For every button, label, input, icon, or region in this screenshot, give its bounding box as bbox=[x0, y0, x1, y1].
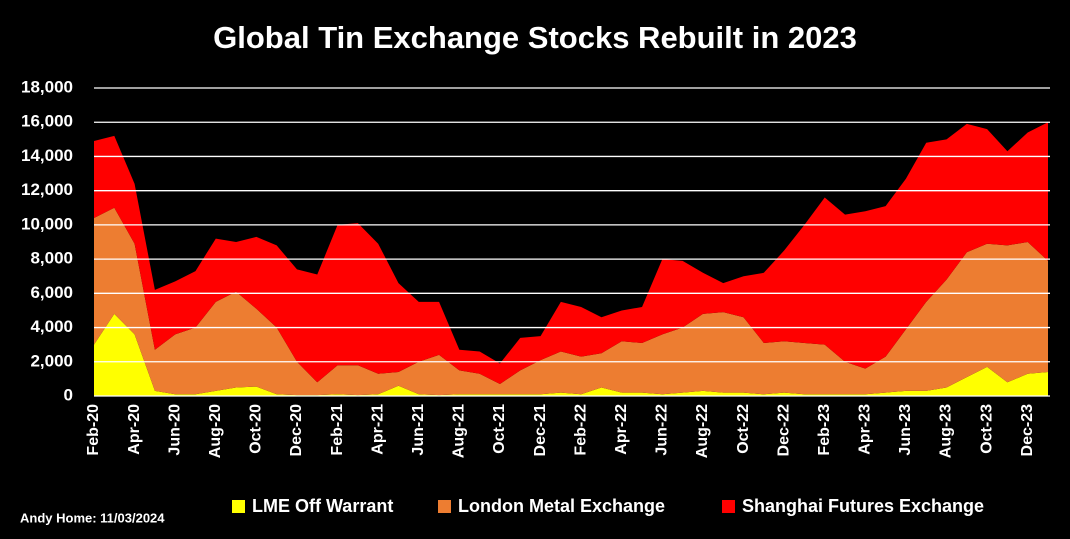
x-tick-label: Aug-23 bbox=[938, 404, 955, 458]
source-note: Andy Home: 11/03/2024 bbox=[20, 510, 165, 525]
x-tick-label: Feb-20 bbox=[85, 404, 102, 456]
x-tick-label: Dec-21 bbox=[532, 404, 549, 457]
x-tick-label: Aug-21 bbox=[451, 404, 468, 458]
y-tick-label: 8,000 bbox=[30, 249, 73, 268]
y-tick-label: 14,000 bbox=[21, 146, 73, 165]
x-tick-label: Feb-21 bbox=[329, 404, 346, 456]
area bbox=[94, 207, 1048, 396]
y-tick-label: 12,000 bbox=[21, 180, 73, 199]
x-tick-label: Aug-22 bbox=[694, 404, 711, 458]
x-tick-label: Oct-20 bbox=[248, 404, 265, 454]
x-tick-label: Dec-23 bbox=[1019, 404, 1036, 457]
y-tick-label: 10,000 bbox=[21, 214, 73, 233]
x-tick-label: Oct-23 bbox=[978, 404, 995, 454]
x-tick-label: Jun-23 bbox=[897, 404, 914, 456]
legend-label: London Metal Exchange bbox=[458, 496, 665, 516]
x-tick-label: Apr-21 bbox=[369, 404, 386, 455]
x-tick-label: Jun-22 bbox=[654, 404, 671, 456]
x-tick-label: Jun-20 bbox=[166, 404, 183, 456]
x-tick-label: Feb-23 bbox=[816, 404, 833, 456]
y-tick-label: 4,000 bbox=[30, 317, 73, 336]
legend-swatch bbox=[232, 500, 245, 513]
y-tick-label: 18,000 bbox=[21, 77, 73, 96]
y-tick-label: 16,000 bbox=[21, 112, 73, 131]
legend-label: Shanghai Futures Exchange bbox=[742, 496, 984, 516]
x-tick-label: Oct-22 bbox=[735, 404, 752, 454]
x-tick-label: Dec-22 bbox=[775, 404, 792, 457]
x-tick-label: Apr-22 bbox=[613, 404, 630, 455]
x-tick-label: Jun-21 bbox=[410, 404, 427, 456]
x-tick-label: Oct-21 bbox=[491, 404, 508, 454]
area bbox=[94, 122, 1048, 385]
x-tick-label: Apr-23 bbox=[857, 404, 874, 455]
legend-label: LME Off Warrant bbox=[252, 496, 393, 516]
y-tick-label: 6,000 bbox=[30, 283, 73, 302]
chart-title: Global Tin Exchange Stocks Rebuilt in 20… bbox=[213, 20, 857, 55]
legend-swatch bbox=[438, 500, 451, 513]
area bbox=[94, 313, 1048, 396]
y-tick-label: 0 bbox=[64, 385, 73, 404]
legend-swatch bbox=[722, 500, 735, 513]
x-tick-label: Dec-20 bbox=[288, 404, 305, 457]
y-tick-label: 2,000 bbox=[30, 351, 73, 370]
x-tick-label: Feb-22 bbox=[572, 404, 589, 456]
x-tick-label: Aug-20 bbox=[207, 404, 224, 458]
x-tick-label: Apr-20 bbox=[126, 404, 143, 455]
